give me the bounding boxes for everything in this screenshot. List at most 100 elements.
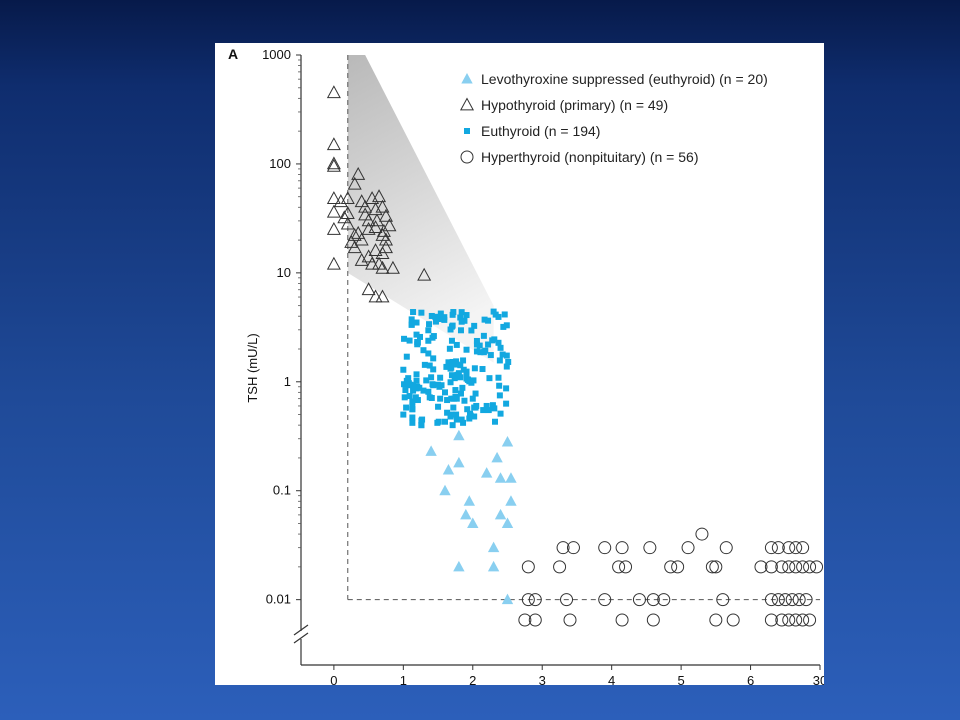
euthyroid-point	[472, 390, 479, 397]
hyperthyroid-point	[705, 560, 719, 574]
hypothyroid-point	[351, 166, 366, 180]
y-tick-label: 1000	[262, 47, 291, 62]
hyperthyroid-point	[615, 613, 629, 627]
hyperthyroid-point	[726, 613, 740, 627]
euthyroid-point	[444, 409, 451, 416]
euthyroid-point	[409, 414, 416, 421]
hyperthyroid-point	[764, 541, 778, 555]
hyperthyroid-point	[709, 560, 723, 574]
hyperthyroid-point	[619, 560, 633, 574]
euthyroid-point	[460, 357, 467, 364]
hypothyroid-point	[340, 191, 355, 205]
levothyroxine-point	[505, 495, 517, 506]
levothyroxine-point	[460, 508, 472, 520]
euthyroid-point	[448, 337, 455, 344]
euthyroid-point	[409, 406, 416, 413]
y-tick-label: 0.01	[266, 592, 291, 607]
euthyroid-point	[403, 404, 410, 411]
euthyroid-point	[466, 415, 473, 422]
hyperthyroid-point	[789, 541, 803, 555]
euthyroid-point	[459, 384, 466, 391]
euthyroid-point	[463, 312, 470, 319]
euthyroid-point	[471, 322, 478, 329]
hyperthyroid-point	[796, 613, 810, 627]
euthyroid-point	[495, 339, 502, 346]
hyperthyroid-point	[799, 593, 813, 607]
euthyroid-point	[453, 341, 460, 348]
hyperthyroid-point	[643, 541, 657, 555]
hyperthyroid-point	[657, 593, 671, 607]
hypothyroid-point	[385, 260, 400, 274]
hyperthyroid-point	[796, 541, 810, 555]
hypothyroid-point	[375, 199, 390, 213]
x-tick-label: 3	[539, 673, 546, 685]
hyperthyroid-point	[785, 593, 799, 607]
hyperthyroid-point	[615, 541, 629, 555]
levothyroxine-point	[453, 560, 465, 572]
euthyroid-point	[447, 379, 454, 386]
levothyroxine-point	[487, 560, 500, 572]
euthyroid-point	[401, 394, 408, 401]
legend-label: Euthyroid (n = 194)	[481, 123, 600, 139]
euthyroid-point	[463, 346, 470, 353]
reference-lines-layer	[347, 55, 820, 601]
euthyroid-point	[490, 308, 497, 315]
levothyroxine-point	[501, 436, 514, 447]
hyperthyroid-point	[754, 560, 768, 574]
euthyroid-point	[450, 309, 457, 316]
hypothyroid-point	[372, 189, 387, 203]
euthyroid-point	[436, 316, 443, 323]
euthyroid-point	[457, 327, 464, 334]
x-tick-label: 5	[677, 673, 684, 685]
hyperthyroid-point	[598, 541, 612, 555]
euthyroid-point	[408, 321, 415, 328]
euthyroid-point	[461, 397, 468, 404]
euthyroid-point	[471, 365, 478, 372]
hyperthyroid-point	[518, 613, 532, 627]
hyperthyroid-point	[764, 613, 778, 627]
euthyroid-point	[448, 323, 455, 330]
panel-label: A	[228, 46, 238, 62]
euthyroid-point	[426, 394, 433, 401]
euthyroid-point	[417, 333, 423, 340]
euthyroid-point	[450, 404, 457, 411]
euthyroid-point	[477, 349, 484, 356]
hyperthyroid-point	[796, 560, 810, 574]
euthyroid-point	[416, 384, 423, 391]
euthyroid-point	[409, 398, 416, 405]
euthyroid-point	[463, 368, 470, 375]
euthyroid-point	[412, 384, 419, 391]
euthyroid-point	[437, 310, 444, 317]
euthyroid-point	[443, 363, 450, 370]
hyperthyroid-point	[771, 541, 785, 555]
hypothyroid-point	[340, 216, 355, 230]
legend-marker	[464, 128, 470, 134]
hyperthyroid-point	[709, 613, 723, 627]
euthyroid-point	[497, 410, 504, 417]
euthyroid-point	[413, 371, 420, 378]
hypothyroid-point	[326, 221, 341, 235]
euthyroid-point	[495, 313, 502, 320]
euthyroid-point	[428, 374, 435, 381]
euthyroid-point	[483, 402, 490, 409]
euthyroid-point	[453, 416, 460, 423]
euthyroid-point	[413, 331, 420, 338]
euthyroid-point	[409, 419, 416, 426]
euthyroid-point	[425, 327, 432, 334]
hypothyroid-point	[326, 256, 341, 270]
euthyroid-point	[457, 362, 464, 369]
hyperthyroid-point	[803, 560, 817, 574]
levothyroxine-point	[442, 463, 455, 475]
hypothyroid-point	[365, 256, 380, 270]
hyperthyroid-point	[563, 613, 577, 627]
hyperthyroid-point	[789, 560, 803, 574]
levothyroxine-point	[480, 467, 493, 478]
euthyroid-point	[500, 323, 507, 330]
euthyroid-point	[406, 393, 413, 400]
levothyroxine-point	[501, 517, 514, 529]
shaded-band-layer	[347, 55, 494, 363]
hypothyroid-point	[333, 194, 348, 208]
euthyroid-point	[442, 418, 448, 425]
euthyroid-point	[441, 316, 448, 323]
euthyroid-point	[489, 402, 496, 409]
